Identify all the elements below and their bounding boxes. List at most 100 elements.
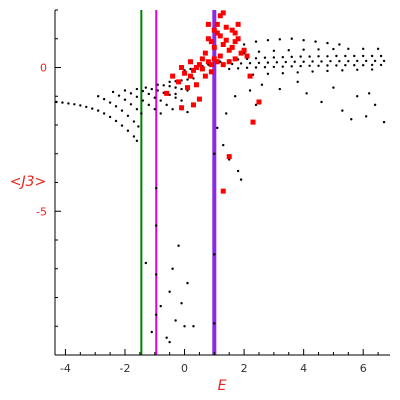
black-point-161: [367, 92, 371, 95]
black-point-71: [263, 56, 267, 59]
red-point-46: [179, 105, 185, 111]
black-point-129: [347, 47, 350, 51]
black-point-153: [305, 92, 308, 95]
red-point-17: [182, 70, 188, 76]
black-point-158: [364, 115, 368, 118]
black-point-88: [248, 61, 252, 65]
red-point-14: [193, 65, 199, 70]
black-point-143: [266, 38, 270, 42]
red-point-6: [223, 37, 229, 43]
black-point-11: [120, 124, 124, 127]
black-point-134: [281, 72, 284, 75]
black-point-54: [180, 87, 183, 91]
black-point-96: [320, 60, 323, 63]
black-point-127: [317, 48, 320, 51]
black-point-84: [379, 54, 383, 58]
black-point-100: [356, 59, 359, 63]
black-point-187: [165, 336, 168, 339]
black-point-140: [370, 68, 374, 71]
black-point-24: [117, 94, 121, 97]
red-point-24: [241, 47, 247, 53]
black-point-59: [186, 78, 189, 81]
red-point-39: [235, 21, 241, 27]
black-point-171: [222, 143, 225, 147]
red-point-51: [220, 188, 226, 194]
red-point-8: [229, 44, 235, 50]
y-tick-label--5: -5: [36, 205, 47, 218]
black-point-2: [67, 102, 70, 105]
red-point-42: [187, 73, 193, 79]
black-point-90: [266, 61, 270, 64]
black-point-137: [326, 69, 329, 73]
black-point-34: [153, 107, 156, 111]
x-tick-label-2: 2: [241, 362, 248, 375]
red-point-20: [205, 59, 211, 65]
black-point-121: [379, 63, 383, 67]
black-point-139: [356, 68, 359, 72]
black-point-52: [168, 84, 171, 88]
red-point-40: [170, 73, 176, 79]
black-point-146: [302, 38, 305, 42]
red-point-3: [211, 44, 217, 50]
red-point-15: [190, 67, 196, 73]
red-point-34: [223, 24, 229, 30]
x-tick-label--2: -2: [119, 362, 130, 375]
red-point-53: [185, 85, 191, 91]
red-point-16: [187, 59, 193, 65]
black-point-75: [299, 55, 302, 58]
red-point-12: [235, 36, 241, 42]
black-point-131: [376, 47, 380, 51]
black-point-182: [168, 290, 171, 293]
black-point-152: [296, 80, 299, 84]
red-point-50: [250, 119, 256, 125]
black-point-6: [91, 107, 94, 110]
black-point-174: [239, 178, 243, 181]
red-point-2: [208, 39, 214, 45]
black-point-157: [356, 95, 359, 98]
black-point-22: [137, 125, 140, 128]
black-point-165: [233, 95, 237, 98]
red-point-37: [229, 27, 235, 33]
red-point-35: [211, 27, 217, 33]
black-point-38: [147, 92, 150, 96]
black-point-16: [102, 97, 106, 101]
black-point-105: [236, 67, 240, 70]
black-point-27: [135, 107, 139, 111]
plot-layer: [55, 10, 386, 355]
red-point-43: [193, 82, 199, 88]
black-point-8: [102, 112, 106, 115]
red-point-9: [202, 50, 208, 56]
black-point-194: [213, 322, 216, 325]
red-point-33: [214, 21, 220, 27]
black-point-0: [55, 100, 58, 104]
black-point-163: [248, 89, 252, 92]
red-point-23: [238, 50, 244, 56]
black-point-190: [183, 325, 186, 328]
black-point-89: [257, 61, 261, 65]
black-point-80: [344, 54, 347, 58]
black-point-91: [275, 61, 279, 64]
black-point-28: [140, 112, 143, 115]
red-point-19: [199, 66, 205, 72]
black-point-183: [186, 281, 189, 285]
x-tick-label-6: 6: [360, 362, 367, 375]
black-point-144: [278, 38, 282, 41]
black-point-43: [144, 86, 148, 89]
red-point-29: [214, 59, 220, 65]
black-point-12: [126, 129, 130, 132]
black-point-92: [284, 60, 287, 64]
black-point-83: [370, 54, 374, 58]
black-point-177: [155, 273, 158, 276]
black-point-26: [129, 103, 133, 106]
axes-layer: -4 -2 0 2 4 6 0 -5: [36, 9, 390, 375]
red-point-45: [190, 102, 196, 108]
black-point-154: [320, 100, 323, 104]
black-point-135: [296, 71, 299, 74]
black-point-180: [177, 244, 180, 247]
black-point-107: [254, 66, 258, 69]
black-point-82: [362, 54, 365, 58]
red-point-44: [196, 96, 202, 102]
black-point-176: [155, 224, 158, 227]
red-point-7: [226, 47, 232, 53]
black-point-126: [302, 48, 305, 51]
